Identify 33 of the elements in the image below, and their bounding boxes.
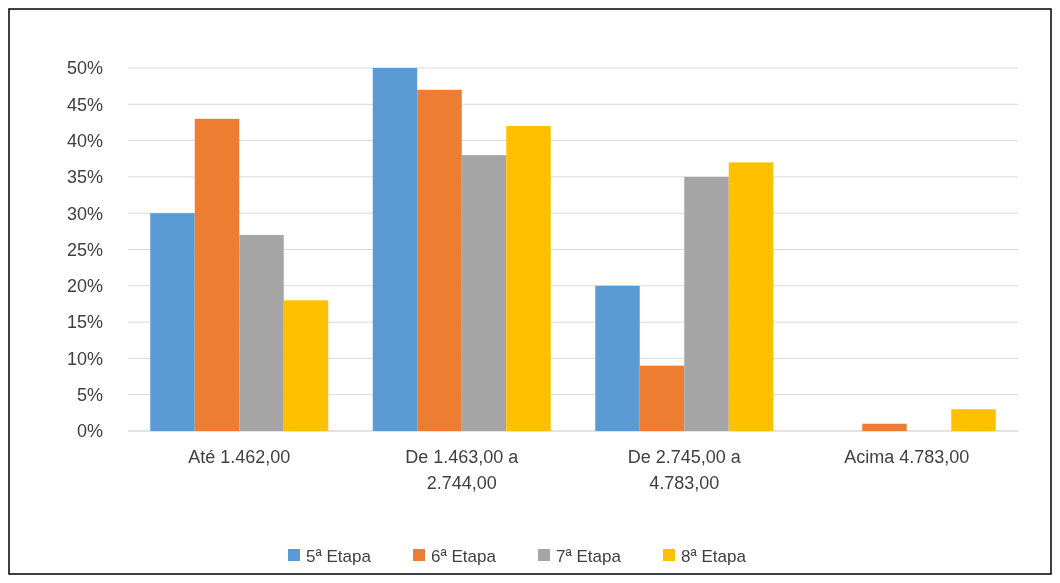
x-tick-label: De 1.463,00 a 2.744,00 (405, 447, 520, 493)
x-tick-label: De 2.745,00 a 4.783,00 (627, 447, 742, 493)
bar (417, 89, 462, 431)
legend-label: 8ª Etapa (681, 546, 747, 566)
bar (283, 300, 329, 431)
y-tick-label: 0% (76, 421, 103, 442)
y-tick-label: 5% (76, 385, 103, 405)
bar (862, 423, 907, 431)
bar (239, 234, 284, 431)
bar (372, 68, 418, 431)
bar (639, 365, 685, 431)
bar (728, 162, 774, 431)
x-tick-label: Até 1.462,00 (188, 447, 291, 467)
bar (684, 176, 729, 431)
y-tick-label: 30% (66, 203, 103, 224)
legend-label: 5ª Etapa (306, 546, 372, 566)
legend-label: 7ª Etapa (556, 546, 622, 566)
y-tick-label: 15% (66, 312, 103, 333)
bar (461, 155, 507, 431)
y-tick-label: 20% (66, 276, 103, 297)
bar (506, 126, 551, 431)
y-tick-label: 25% (66, 239, 103, 260)
bar (150, 213, 195, 431)
y-tick-label: 50% (66, 58, 103, 79)
y-tick-label: 45% (66, 94, 103, 115)
bar (951, 409, 996, 431)
y-tick-label: 10% (66, 348, 103, 369)
bar (194, 118, 240, 431)
y-tick-label: 40% (66, 130, 103, 151)
bar (595, 285, 640, 431)
x-tick-label: Acima 4.783,00 (844, 447, 970, 467)
y-tick-label: 35% (66, 167, 103, 188)
legend-label: 6ª Etapa (431, 546, 497, 566)
